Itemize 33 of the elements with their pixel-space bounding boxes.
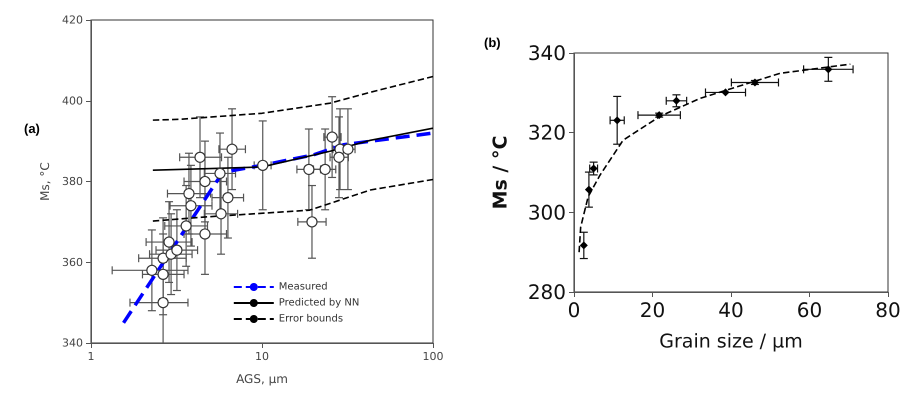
y-tick-label: 300 bbox=[528, 200, 566, 224]
point bbox=[580, 241, 588, 250]
y-tick-label: 280 bbox=[528, 280, 566, 304]
y-tick-label: 360 bbox=[62, 256, 83, 269]
y-axis-title: Ms, °C bbox=[38, 162, 52, 201]
x-tick-label: 1 bbox=[88, 350, 94, 363]
y-axis-title: Ms / °C bbox=[490, 136, 512, 210]
legend-label: Predicted by NN bbox=[278, 298, 360, 308]
text: (a) bbox=[24, 121, 40, 136]
x-tick-label: 80 bbox=[875, 298, 901, 322]
line-series bbox=[578, 63, 852, 253]
y-tick-label: 340 bbox=[528, 41, 566, 65]
point bbox=[584, 186, 593, 194]
text: (b) bbox=[484, 35, 501, 50]
x-tick-label: 100 bbox=[422, 350, 444, 363]
y-tick-label: 400 bbox=[62, 94, 83, 108]
point bbox=[613, 116, 622, 124]
x-axis-title: AGS, μm bbox=[236, 372, 288, 386]
x-tick-label: 0 bbox=[568, 298, 580, 322]
y-tick-label: 340 bbox=[62, 336, 83, 350]
x-tick-label: 60 bbox=[796, 298, 822, 322]
x-tick-label: 20 bbox=[640, 298, 666, 322]
y-tick-label: 420 bbox=[62, 14, 83, 26]
x-axis-title: Grain size / μm bbox=[659, 330, 803, 352]
point bbox=[722, 88, 730, 96]
point bbox=[672, 96, 680, 105]
x-tick-label: 10 bbox=[255, 350, 269, 363]
legend-label: Error bounds bbox=[278, 314, 344, 324]
point bbox=[824, 65, 832, 74]
y-tick-label: 380 bbox=[62, 175, 83, 188]
y-tick-label: 320 bbox=[528, 120, 566, 145]
x-tick-label: 40 bbox=[718, 298, 744, 322]
legend-label: Measured bbox=[278, 282, 328, 292]
